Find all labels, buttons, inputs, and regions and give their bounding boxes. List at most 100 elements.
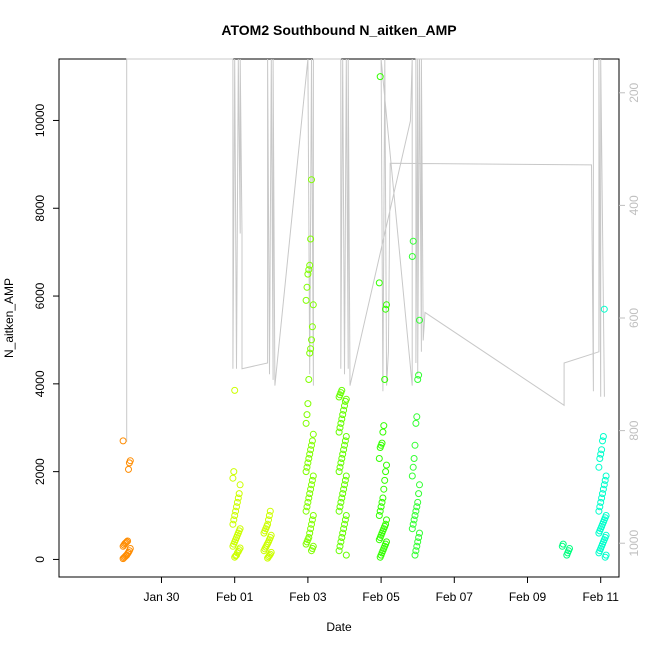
data-point xyxy=(411,512,419,519)
data-point xyxy=(375,512,383,519)
data-point xyxy=(304,270,312,278)
data-point xyxy=(264,520,272,528)
data-point xyxy=(306,450,314,458)
data-point xyxy=(304,459,312,467)
data-point xyxy=(595,463,603,471)
data-point xyxy=(375,279,383,287)
data-point xyxy=(229,474,237,482)
data-point xyxy=(125,465,132,473)
data-point xyxy=(381,476,389,484)
x-tick-label: Feb 01 xyxy=(216,590,254,604)
data-point xyxy=(337,498,345,506)
y-axis: 0 2000 4000 6000 8000 10000 xyxy=(33,103,59,563)
data-point xyxy=(375,455,383,462)
data-point xyxy=(342,551,350,559)
data-point xyxy=(342,433,350,440)
y-tick-label: 0 xyxy=(33,556,47,563)
x-tick-label: Feb 03 xyxy=(289,590,327,604)
data-point xyxy=(303,283,311,291)
data-point xyxy=(303,411,311,419)
data-point xyxy=(336,503,344,511)
data-point xyxy=(336,463,344,471)
data-point xyxy=(341,520,348,528)
data-point xyxy=(595,507,603,515)
data-point xyxy=(308,476,316,484)
data-point xyxy=(383,516,390,524)
y2-tick-label: 600 xyxy=(627,308,641,328)
data-point xyxy=(416,481,423,489)
data-point xyxy=(230,516,238,524)
data-point xyxy=(306,349,314,357)
data-point xyxy=(305,266,313,274)
data-point xyxy=(412,507,420,515)
data-point xyxy=(302,296,310,304)
data-point xyxy=(306,529,314,537)
data-point xyxy=(309,472,317,480)
data-point xyxy=(335,468,343,476)
data-point xyxy=(339,490,347,498)
y-tick-label: 4000 xyxy=(33,370,47,397)
x-tick-label: Feb 09 xyxy=(509,590,547,604)
data-point xyxy=(231,512,239,519)
data-point xyxy=(267,531,275,539)
data-point xyxy=(408,253,416,260)
data-point xyxy=(308,176,315,184)
data-point xyxy=(411,441,419,449)
data-point xyxy=(602,531,610,539)
data-point xyxy=(597,498,605,506)
data-point xyxy=(306,490,314,498)
data-point xyxy=(302,507,310,515)
data-point xyxy=(597,450,605,458)
data-point xyxy=(308,520,315,528)
y-tick-label: 2000 xyxy=(33,458,47,485)
y-axis-label: N_aitken_AMP xyxy=(2,278,16,358)
data-point xyxy=(596,455,604,462)
data-point xyxy=(335,507,343,515)
data-point xyxy=(376,73,384,81)
data-point xyxy=(599,490,606,498)
data-point xyxy=(302,468,310,476)
data-point xyxy=(598,494,606,502)
data-point xyxy=(602,472,610,480)
data-point xyxy=(377,503,385,511)
data-point xyxy=(379,428,387,436)
data-point xyxy=(342,472,350,480)
data-point xyxy=(602,551,610,559)
data-point xyxy=(308,323,316,331)
data-point xyxy=(307,446,315,454)
data-point xyxy=(339,411,347,419)
data-point xyxy=(601,476,609,484)
data-point xyxy=(119,437,127,445)
data-point xyxy=(265,512,273,519)
data-point xyxy=(598,446,606,454)
data-point xyxy=(306,261,314,269)
data-point xyxy=(305,455,313,462)
x-axis-label: Date xyxy=(326,620,352,634)
data-point xyxy=(340,406,348,414)
data-point xyxy=(338,386,346,394)
data-point xyxy=(599,485,607,493)
y2-tick-label: 1000 xyxy=(627,530,641,557)
data-point xyxy=(341,402,348,410)
data-point xyxy=(267,548,275,556)
data-point xyxy=(124,537,132,545)
data-point xyxy=(409,520,417,528)
data-point xyxy=(380,485,388,493)
data-point xyxy=(236,525,244,533)
data-point xyxy=(416,529,423,537)
chart-title: ATOM2 Southbound N_aitken_AMP xyxy=(221,22,456,38)
data-point xyxy=(338,455,346,462)
x-tick-label: Feb 05 xyxy=(362,590,400,604)
data-point xyxy=(383,461,390,469)
data-point xyxy=(265,516,272,524)
data-point xyxy=(383,538,390,546)
data-point xyxy=(308,516,316,524)
data-point xyxy=(602,512,610,519)
data-point xyxy=(414,498,422,506)
data-point xyxy=(304,400,312,408)
data-point xyxy=(341,516,349,524)
data-point xyxy=(232,507,240,515)
data-point xyxy=(599,437,606,445)
data-point xyxy=(335,547,343,555)
data-point xyxy=(303,503,311,511)
